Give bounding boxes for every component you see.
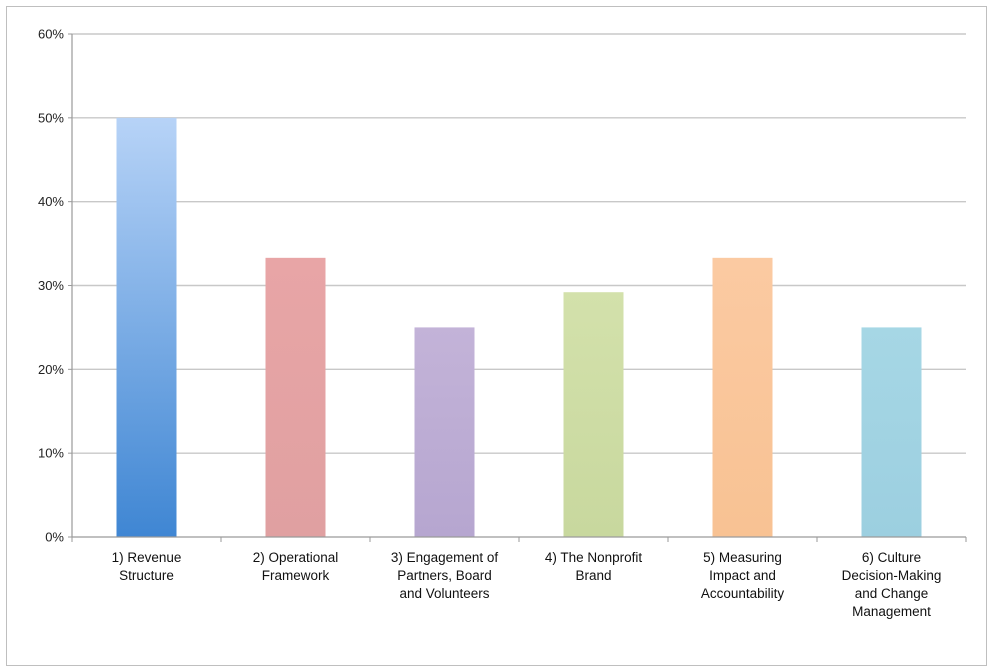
x-category-label-line: 4) The Nonprofit — [544, 550, 643, 565]
x-category-label-line: Framework — [261, 568, 330, 583]
y-tick-label: 20% — [38, 362, 64, 377]
x-category-label: 5) Measuring Impact and Accountability — [673, 549, 813, 603]
x-category-label-line: 6) Culture — [861, 550, 922, 565]
x-category-label-line: Management — [852, 604, 931, 619]
x-category-label: 6) Culture Decision-Making and Change Manag… — [822, 549, 962, 621]
y-tick-label: 0% — [45, 530, 64, 545]
axes — [71, 34, 967, 542]
bar — [414, 327, 475, 537]
x-category-label-line: and Change — [854, 586, 929, 601]
x-category-label: 4) The Nonprofit Brand — [524, 549, 664, 585]
x-category-label-line: 3) Engagement of — [390, 550, 499, 565]
x-category-label-line: 1) Revenue — [111, 550, 182, 565]
x-category-label-line: Accountability — [700, 586, 785, 601]
x-category-label-line: 2) Operational — [252, 550, 339, 565]
bar — [861, 327, 922, 537]
bar — [563, 292, 624, 537]
y-tick-label: 50% — [38, 110, 64, 125]
x-category-label-line: Brand — [575, 568, 612, 583]
y-tick-label: 10% — [38, 446, 64, 461]
bar-chart: 0% 10% 20% 30% 40% 50% 60% — [38, 27, 967, 545]
y-tick-label: 40% — [38, 194, 64, 209]
y-axis-ticks: 0% 10% 20% 30% 40% 50% 60% — [38, 27, 72, 545]
y-tick-label: 30% — [38, 278, 64, 293]
x-category-label-line: 5) Measuring — [703, 550, 782, 565]
bars — [116, 117, 922, 537]
x-category-label-line: Structure — [119, 568, 174, 583]
bar — [265, 257, 326, 537]
x-category-label-line: Impact and — [709, 568, 776, 583]
x-category-label-line: and Volunteers — [399, 586, 490, 601]
y-tick-label: 60% — [38, 27, 64, 42]
bar — [116, 117, 177, 537]
x-category-label-line: Decision-Making — [841, 568, 942, 583]
x-category-label-line: Partners, Board — [397, 568, 492, 583]
x-category-label: 1) Revenue Structure — [77, 549, 217, 585]
x-category-label: 2) Operational Framework — [226, 549, 366, 585]
gridlines — [72, 33, 966, 454]
x-category-label: 3) Engagement of Partners, Board and Volun… — [375, 549, 515, 603]
bar — [712, 257, 773, 537]
